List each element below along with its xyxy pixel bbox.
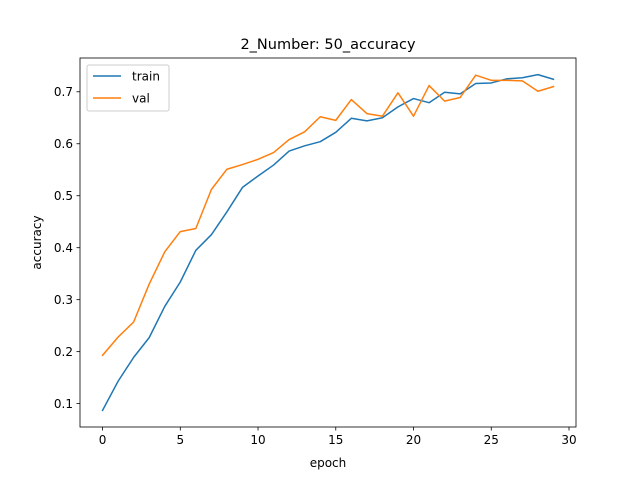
legend-label-train: train — [132, 69, 160, 83]
plot-frame — [79, 57, 577, 428]
y-tick-label: 0.3 — [54, 293, 73, 307]
x-axis-label: epoch — [310, 456, 347, 470]
chart-title: 2_Number: 50_accuracy — [240, 37, 416, 53]
y-tick-label: 0.4 — [54, 241, 73, 255]
legend-label-val: val — [132, 91, 150, 105]
y-tick-label: 0.5 — [54, 189, 73, 203]
y-axis-label: accuracy — [30, 215, 44, 269]
x-tick-label: 25 — [484, 433, 499, 447]
y-tick-label: 0.6 — [54, 137, 73, 151]
series-line-val — [101, 74, 555, 357]
plot-area — [80, 58, 576, 427]
series-layer — [101, 73, 555, 412]
x-tick-label: 20 — [406, 433, 421, 447]
x-axis-ticks: 0 5 10 15 20 25 30 — [99, 427, 577, 447]
x-tick-label: 15 — [328, 433, 343, 447]
y-tick-label: 0.1 — [54, 397, 73, 411]
y-tick-label: 0.2 — [54, 345, 73, 359]
y-axis-ticks: 0.1 0.2 0.3 0.4 0.5 0.6 0.7 — [54, 85, 80, 411]
x-tick-label: 30 — [561, 433, 576, 447]
x-tick-label: 10 — [250, 433, 265, 447]
legend: train val — [86, 64, 170, 112]
x-tick-label: 5 — [176, 433, 184, 447]
series-line-train — [101, 73, 555, 412]
y-tick-label: 0.7 — [54, 85, 73, 99]
x-tick-label: 0 — [99, 433, 107, 447]
